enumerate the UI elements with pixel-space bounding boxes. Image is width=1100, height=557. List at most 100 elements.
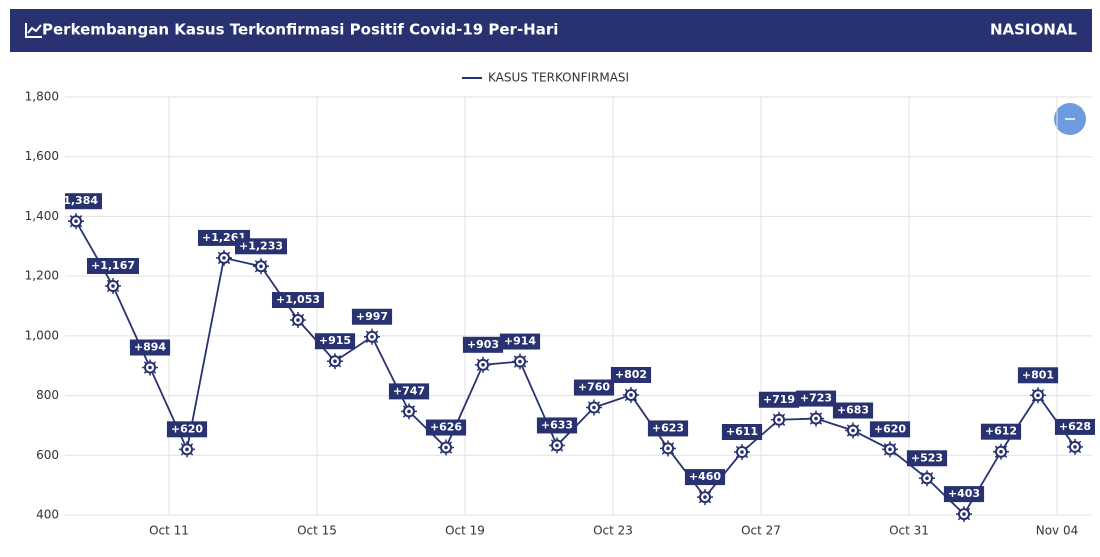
virus-marker — [401, 403, 417, 420]
data-label-text: +894 — [134, 341, 167, 354]
data-label-box — [758, 391, 800, 408]
marker-core — [703, 495, 707, 499]
virus-marker — [475, 356, 491, 373]
data-label-box — [314, 333, 356, 350]
y-tick-label: 1,200 — [25, 269, 59, 283]
data-label: +1,233 — [234, 238, 288, 255]
data-label: +620 — [166, 421, 208, 438]
data-label-text: +760 — [578, 381, 611, 394]
data-label-box — [499, 333, 541, 350]
header-title: Perkembangan Kasus Terkonfirmasi Positif… — [42, 21, 558, 39]
data-label-box — [869, 421, 911, 438]
y-tick-label: 1,600 — [25, 149, 59, 163]
data-label-text: +747 — [393, 384, 425, 397]
virus-marker — [956, 506, 972, 523]
chart-icon — [25, 23, 42, 38]
data-label-text: +460 — [689, 470, 722, 483]
data-label-text: +1,053 — [276, 293, 320, 306]
data-label-text: +1,233 — [239, 239, 283, 252]
marker-core — [962, 512, 966, 516]
virus-marker — [253, 258, 269, 275]
data-label-text: +611 — [726, 425, 758, 438]
data-label-box — [906, 450, 948, 467]
marker-core — [333, 359, 337, 364]
data-label: +903 — [462, 336, 504, 353]
data-label-box — [234, 238, 288, 255]
marker-core — [629, 393, 633, 397]
marker-core — [296, 318, 300, 322]
data-label-box — [721, 424, 763, 441]
data-label-text: +1,384 — [54, 194, 98, 207]
virus-marker — [327, 353, 343, 370]
data-label-box — [129, 339, 171, 356]
virus-marker — [771, 411, 787, 428]
data-label-box — [684, 469, 726, 486]
data-label-box — [388, 383, 430, 400]
data-label: +719 — [758, 391, 800, 408]
data-label-text: +997 — [356, 310, 388, 323]
x-tick-label: Oct 15 — [297, 524, 337, 538]
x-tick-label: Oct 31 — [889, 524, 929, 538]
data-label-box — [86, 257, 140, 274]
virus-marker — [697, 489, 713, 506]
virus-marker — [660, 440, 676, 457]
zoom-button[interactable] — [1054, 103, 1086, 135]
marker-core — [518, 359, 522, 364]
data-label: +460 — [684, 469, 726, 486]
x-tick-label: Oct 11 — [149, 524, 189, 538]
data-label: +683 — [832, 402, 874, 419]
data-label-text: +633 — [541, 418, 573, 431]
data-label-text: +612 — [985, 425, 1017, 438]
data-label-text: +903 — [467, 338, 499, 351]
data-label: +1,053 — [271, 292, 325, 309]
marker-core — [370, 334, 374, 339]
data-label-text: +620 — [874, 422, 907, 435]
virus-marker — [105, 277, 121, 294]
legend-label: KASUS TERKONFIRMASI — [488, 71, 629, 85]
data-label-text: +719 — [763, 393, 795, 406]
marker-core — [592, 405, 596, 410]
marker-core — [185, 447, 189, 452]
virus-marker — [512, 353, 528, 370]
data-label-text: +723 — [800, 392, 832, 405]
data-label-box — [166, 421, 208, 438]
data-label-box — [425, 419, 467, 436]
marker-core — [666, 446, 670, 451]
data-label: +523 — [906, 450, 948, 467]
data-label-text: +628 — [1059, 420, 1091, 433]
data-label: +760 — [573, 379, 615, 396]
marker-core — [777, 417, 781, 422]
data-label-box — [351, 308, 393, 325]
plot-area: +1,384+1,167+894+620+1,261+1,233+1,053+9… — [54, 193, 1095, 523]
y-tick-label: 1,000 — [25, 328, 59, 342]
data-label: +403 — [943, 486, 985, 503]
marker-core — [740, 450, 744, 454]
data-label-text: +623 — [652, 421, 684, 434]
marker-core — [851, 428, 855, 433]
marker-core — [148, 365, 152, 370]
virus-marker — [142, 359, 158, 376]
marker-core — [1073, 445, 1077, 449]
virus-marker — [290, 312, 306, 329]
x-tick-label: Oct 19 — [445, 524, 485, 538]
virus-marker — [216, 249, 232, 266]
marker-core — [1036, 393, 1040, 398]
virus-marker — [179, 441, 195, 458]
marker-core — [888, 447, 892, 452]
data-label: +1,384 — [54, 193, 103, 210]
data-label-box — [1017, 367, 1059, 384]
virus-marker — [845, 422, 861, 439]
data-label-box — [271, 292, 325, 309]
data-label: +914 — [499, 333, 541, 350]
virus-marker — [1067, 438, 1083, 455]
virus-marker — [919, 470, 935, 487]
data-label-box — [65, 193, 103, 210]
data-label-text: +1,167 — [91, 259, 135, 272]
virus-marker — [882, 441, 898, 458]
series-line — [75, 220, 1076, 516]
data-label-box — [647, 420, 689, 437]
region-label: NASIONAL — [990, 21, 1077, 39]
data-label: +626 — [425, 419, 467, 436]
marker-core — [222, 256, 226, 260]
